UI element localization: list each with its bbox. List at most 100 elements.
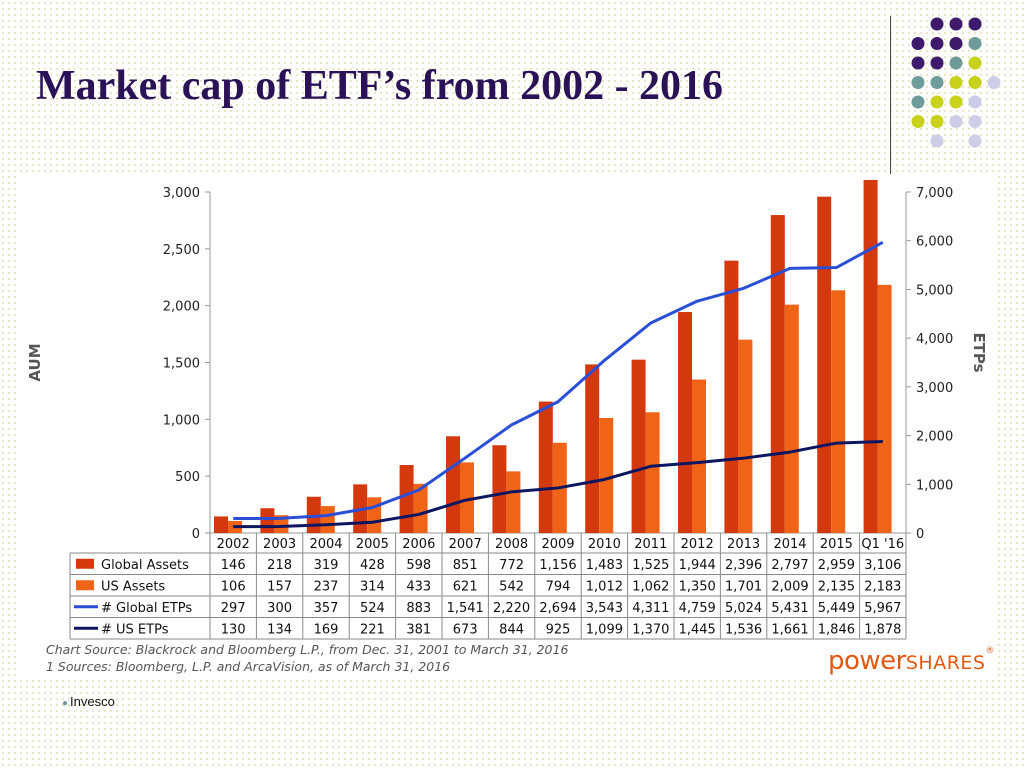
x-tick-label: 2006 [402,537,435,552]
table-value: 300 [267,601,292,616]
x-tick-label: 2010 [588,537,621,552]
bar-us-assets [645,412,660,533]
legend-label: # US ETPs [101,622,169,637]
chart-source: Chart Source: Blackrock and Bloomberg L.… [46,641,568,675]
table-value: 2,694 [539,601,576,616]
table-value: 621 [453,579,478,594]
table-value: 3,543 [586,601,623,616]
bar-global-assets [863,179,878,533]
table-value: 314 [360,579,385,594]
table-value: 1,846 [818,622,855,637]
legend-swatch-bar [76,558,94,569]
y2-tick-label: 6,000 [916,235,953,250]
bar-us-assets [831,290,846,533]
decor-dot [968,56,982,70]
bar-global-assets [492,445,507,533]
bar-us-assets [877,284,892,533]
y2-tick-label: 2,000 [916,430,953,445]
x-tick-label: 2003 [263,537,296,552]
decor-dot [949,37,963,50]
table-value: 1,099 [586,622,623,637]
table-value: 2,220 [493,601,530,616]
table-value: 1,062 [632,579,669,594]
source-line-2: 1 Sources: Bloomberg, L.P. and ArcaVisio… [46,659,451,674]
bar-global-assets [585,364,600,533]
bar-global-assets [817,196,832,533]
y-axis-title: AUM [26,343,44,381]
table-value: 1,483 [586,558,623,573]
table-value: 218 [267,558,292,573]
table-value: 794 [546,579,571,594]
bar-us-assets [692,379,706,533]
table-value: 4,759 [679,601,716,616]
decor-dot [930,134,944,148]
table-value: 357 [314,601,339,616]
table-value: 5,431 [771,601,808,616]
y2-tick-label: 4,000 [916,332,953,347]
table-value: 542 [499,579,524,594]
line-global-etps [233,241,884,521]
decor-dot [968,134,982,148]
table-value: 2,797 [771,558,808,573]
x-tick-label: 2007 [449,537,482,552]
x-tick-label: 2013 [727,537,760,552]
x-tick-label: Q1 '16 [861,537,904,552]
table-value: 2,009 [771,579,808,594]
y-tick-label: 1,000 [163,413,200,428]
bar-us-assets [784,304,799,533]
decor-dot [968,95,982,109]
legend-label: Global Assets [101,558,189,573]
chart-panel: 0 500 1,000 1,500 2,000 2,500 3,000 0 1,000 2,000… [18,176,998,680]
table-value: 2,135 [818,579,855,594]
decor-dot [911,37,925,50]
table-value: 2,396 [725,558,762,573]
decor-dot [911,95,925,109]
table-value: 598 [406,558,431,573]
table-value: 5,449 [818,601,855,616]
x-tick-label: 2004 [309,537,342,552]
table-value: 319 [314,558,339,573]
legend-swatch-bar [76,580,94,591]
decor-dot [930,76,944,89]
logo-registered: ® [985,646,995,656]
decor-dot [949,76,963,89]
table-value: 1,525 [632,558,669,573]
table-value: 1,370 [632,622,669,637]
decor-dot [930,17,944,31]
bar-us-assets [367,497,382,533]
table-value: 5,024 [725,601,762,616]
table-value: 1,661 [771,622,808,637]
x-tick-label: 2011 [634,537,667,552]
bar-us-assets [506,471,521,533]
title-divider-line [890,16,891,174]
bar-global-assets [631,359,646,533]
table-value: 524 [360,601,385,616]
table-value: 844 [499,622,524,637]
table-value: 4,311 [632,601,669,616]
table-value: 1,944 [679,558,716,573]
table-value: 146 [221,558,246,573]
table-value: 157 [267,579,292,594]
table-value: 925 [546,622,571,637]
legend-label: US Assets [101,579,165,594]
decor-dot [930,95,944,109]
bar-us-assets [413,483,428,533]
table-value: 297 [221,601,246,616]
decor-dot [949,56,963,70]
bar-global-assets [446,436,460,533]
etf-chart: 0 500 1,000 1,500 2,000 2,500 3,000 0 1,000 2,000… [26,179,988,640]
table-value: 106 [221,579,246,594]
y-tick-label: 1,500 [163,357,200,372]
decor-dot [968,76,982,89]
y-tick-label: 500 [175,470,200,485]
y2-tick-label: 3,000 [916,381,953,396]
decor-dot [930,115,944,128]
table-value: 221 [360,622,385,637]
table-value: 2,959 [818,558,855,573]
bar-us-assets [738,339,753,533]
bar-us-assets [599,417,614,533]
y-tick-label: 2,000 [163,300,200,315]
table-value: 134 [267,622,292,637]
table-value: 1,701 [725,579,762,594]
bar-global-assets [214,516,228,533]
